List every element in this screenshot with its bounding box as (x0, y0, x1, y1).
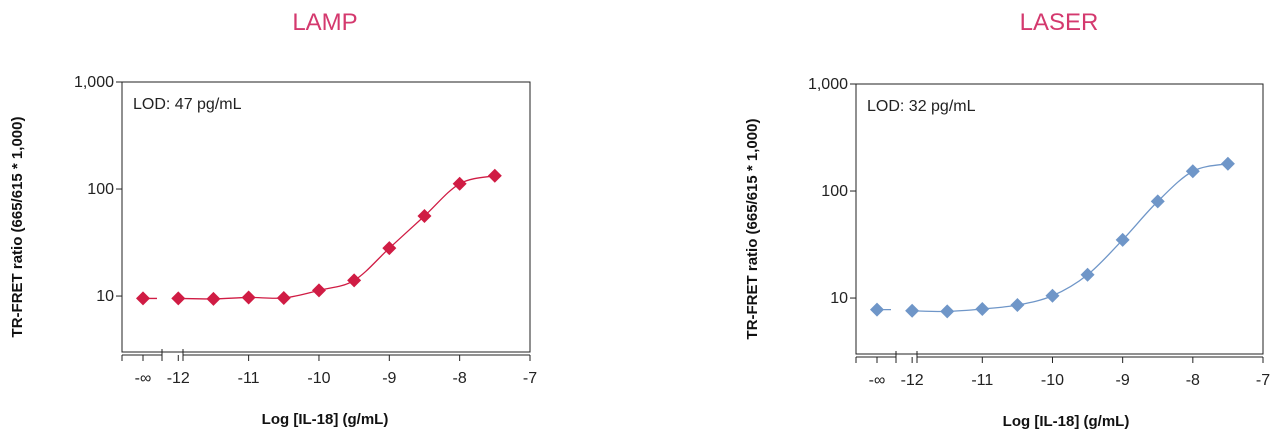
x-tick-label: -10 (1041, 372, 1064, 389)
chart-lamp: LAMP 10 100 1,000 -∞ -12 -11 -10 -9 -8 -7 Log [IL-1… (9, 9, 537, 428)
data-point (940, 304, 955, 319)
y-tick-label: 100 (821, 183, 848, 200)
data-point (905, 303, 920, 318)
x-axis-label: Log [IL-18] (g/mL) (262, 411, 389, 428)
y-tick-label: 1,000 (74, 74, 114, 91)
y-axis-label: TR-FRET ratio (665/615 * 1,000) (744, 119, 761, 340)
data-point (1080, 267, 1095, 282)
data-point (206, 291, 221, 306)
data-point (171, 291, 186, 306)
x-tick-label: -12 (167, 370, 190, 387)
data-point (975, 301, 990, 316)
x-tick-label: -9 (1116, 372, 1130, 389)
data-point (1150, 194, 1165, 209)
data-point (1220, 156, 1235, 171)
y-tick-label: 10 (830, 290, 848, 307)
x-tick-label: -8 (453, 370, 467, 387)
data-point (276, 290, 291, 305)
x-tick-label: -11 (971, 372, 993, 389)
data-point (1115, 232, 1130, 247)
data-point (487, 168, 502, 183)
blank-data-point (870, 302, 884, 317)
chart-title: LASER (1020, 9, 1099, 36)
x-tick-label: -7 (523, 370, 537, 387)
fit-curve (912, 163, 1229, 313)
chart-title: LAMP (292, 9, 357, 36)
x-tick-label: -12 (901, 372, 924, 389)
lod-annotation: LOD: 32 pg/mL (867, 98, 976, 115)
x-tick-label: -10 (307, 370, 330, 387)
chart-laser: LASER 10 100 1,000 -∞ -12 -11 -10 -9 -8 -7 Log [IL-… (744, 9, 1270, 430)
y-axis-label: TR-FRET ratio (665/615 * 1,000) (9, 117, 26, 338)
data-point (452, 176, 467, 191)
y-tick-label: 1,000 (808, 76, 848, 93)
lod-annotation: LOD: 47 pg/mL (133, 96, 242, 113)
x-tick-label: -8 (1186, 372, 1200, 389)
fit-curve (178, 175, 495, 300)
blank-data-point (136, 291, 150, 306)
data-point (417, 208, 432, 223)
data-point (382, 241, 397, 256)
x-tick-label: -11 (238, 370, 260, 387)
y-tick-label: 10 (96, 288, 114, 305)
x-tick-label-neg-infinity: -∞ (135, 370, 152, 387)
x-axis-label: Log [IL-18] (g/mL) (1003, 413, 1130, 430)
plot-frame (855, 83, 1264, 355)
data-point (1185, 164, 1200, 179)
data-point (1010, 298, 1025, 313)
data-point (1045, 288, 1060, 303)
data-point (347, 273, 362, 288)
data-point (311, 283, 326, 298)
x-tick-label: -9 (382, 370, 396, 387)
y-tick-label: 100 (87, 181, 114, 198)
x-tick-label-neg-infinity: -∞ (869, 372, 886, 389)
data-point (241, 290, 256, 305)
plot-frame (121, 81, 531, 353)
x-tick-label: -7 (1256, 372, 1270, 389)
